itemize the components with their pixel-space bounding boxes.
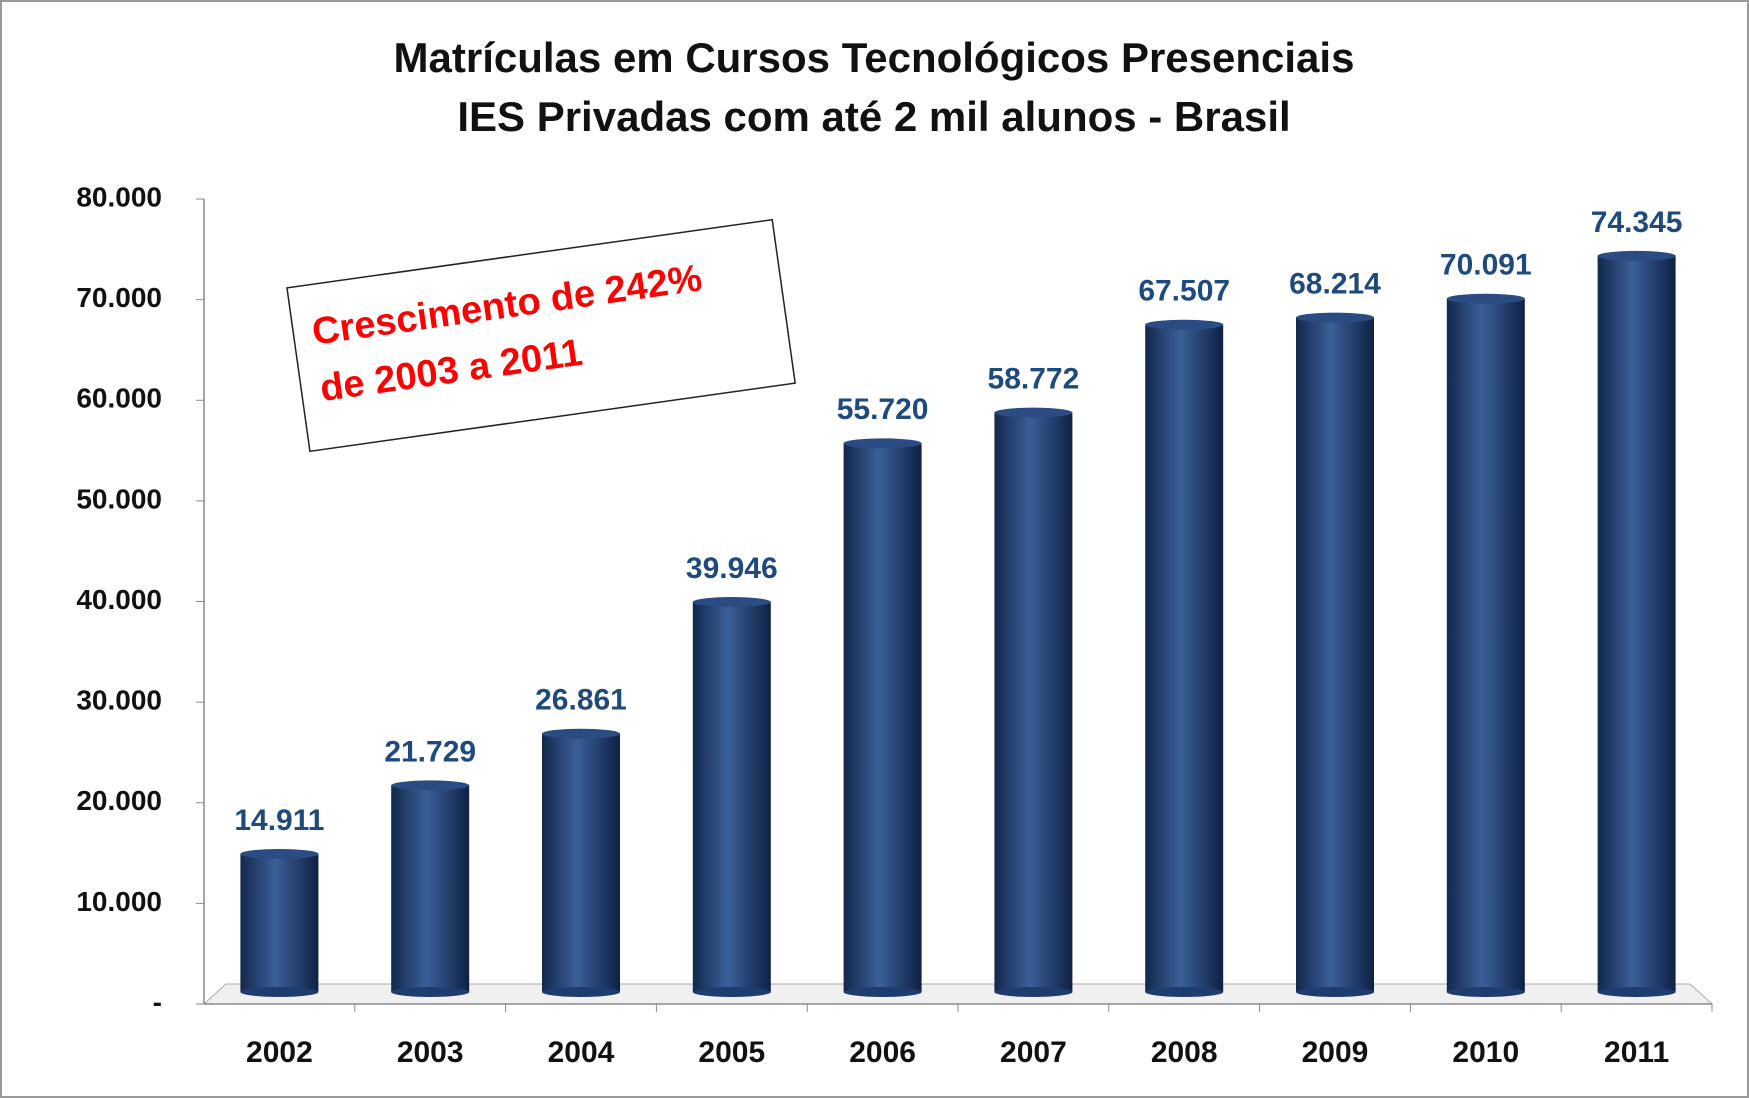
bar [692,602,771,992]
value-label: 21.729 [384,735,476,768]
bar [240,853,319,992]
y-tick-label: 80.000 [76,181,162,212]
bar-top [542,728,620,739]
x-tick-label: 2008 [1151,1036,1218,1069]
bar-top [1145,319,1224,330]
value-label: 74.345 [1591,206,1683,239]
bar [1597,255,1676,992]
bar-base [1446,987,1525,997]
bar-top [843,438,922,449]
y-tick-label: 50.000 [76,483,162,514]
x-tick-label: 2007 [1000,1036,1067,1069]
bar [542,733,620,992]
bar [1145,324,1224,992]
annotation-box: Crescimento de 242% de 2003 a 2011 [286,218,797,453]
x-tick-label: 2003 [397,1036,464,1069]
y-tick-label: 70.000 [76,282,162,313]
y-tick-label: 20.000 [76,785,162,816]
bar-base [843,987,922,997]
y-tick-label: - [153,986,162,1017]
bar-top [1296,312,1374,323]
bar-base [542,987,620,997]
y-tick-label: 10.000 [76,886,162,917]
chart-title: Matrículas em Cursos Tecnológicos Presen… [394,34,1355,81]
value-label: 14.911 [234,804,324,837]
bar-top [994,407,1073,418]
annotation-frame [286,218,797,453]
bar-top [692,597,771,608]
bar-base [1296,987,1374,997]
bar-base [1145,987,1224,997]
bar-top [240,848,319,859]
bar-top [1446,293,1525,304]
bar-base [240,987,319,997]
value-label: 58.772 [988,363,1080,396]
bar [843,443,922,992]
bar [1296,317,1374,992]
x-tick-label: 2009 [1302,1036,1369,1069]
bar [1446,298,1525,992]
bar-base [994,987,1073,997]
x-tick-label: 2004 [548,1036,615,1069]
value-label: 26.861 [535,684,627,717]
bar-top [1597,250,1676,261]
bar-base [692,987,771,997]
bar-base [1597,987,1676,997]
y-tick-label: 60.000 [76,383,162,414]
bar [391,785,470,992]
x-tick-label: 2002 [246,1036,313,1069]
value-label: 39.946 [686,552,778,585]
x-tick-label: 2010 [1452,1036,1519,1069]
value-label: 70.091 [1440,249,1532,282]
chart-title: IES Privadas com até 2 mil alunos - Bras… [457,93,1290,140]
y-tick-label: 30.000 [76,685,162,716]
bar-top [391,780,470,791]
x-tick-label: 2006 [849,1036,916,1069]
value-label: 68.214 [1289,268,1381,301]
value-label: 67.507 [1138,275,1230,308]
bar [994,412,1073,992]
value-label: 55.720 [837,393,929,426]
y-tick-label: 40.000 [76,584,162,615]
bar-base [391,987,470,997]
x-tick-label: 2011 [1604,1036,1669,1069]
x-tick-label: 2005 [698,1036,765,1069]
